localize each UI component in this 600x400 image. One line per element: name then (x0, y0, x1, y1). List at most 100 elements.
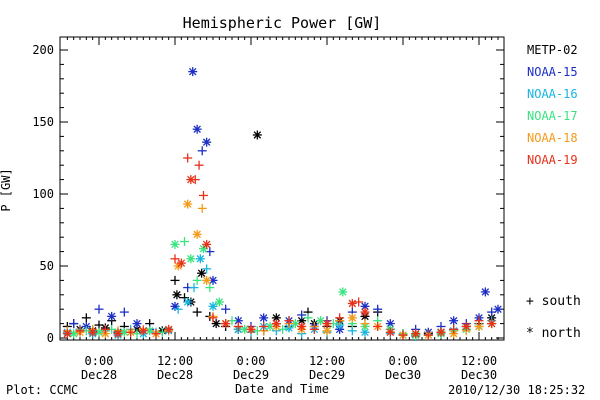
data-point-south (423, 330, 433, 340)
legend-entry: NOAA-19 (527, 153, 578, 167)
data-point-south (398, 330, 408, 340)
data-point-south (100, 324, 110, 334)
data-point-north (202, 275, 212, 285)
legend-entry: NOAA-16 (527, 87, 578, 101)
data-point-north (316, 316, 326, 326)
data-point-north (360, 307, 370, 317)
data-point-south (284, 316, 294, 326)
x-axis: 0:00Dec2812:00Dec280:00Dec2912:00Dec290:… (66, 37, 499, 382)
data-point-north (259, 313, 269, 323)
data-point-south (221, 304, 231, 314)
data-point-south (173, 304, 183, 314)
data-point-north (252, 130, 262, 140)
data-point-north (474, 321, 484, 331)
data-point-north (436, 327, 446, 337)
x-tick-label-time: 0:00 (85, 354, 114, 368)
data-point-south (303, 313, 313, 323)
chart-title: Hemispheric Power [GW] (183, 14, 382, 32)
data-point-north (214, 297, 224, 307)
data-point-south (119, 307, 129, 317)
data-point-north (411, 329, 421, 339)
x-tick-label-time: 12:00 (157, 354, 193, 368)
data-point-south (151, 329, 161, 339)
data-point-north (176, 258, 186, 268)
data-point-south (199, 190, 208, 200)
data-points (62, 67, 503, 342)
data-point-north (183, 199, 193, 209)
legend-entry: NOAA-17 (527, 109, 578, 123)
data-point-south (259, 321, 269, 331)
data-point-south (197, 203, 207, 213)
data-point-north (113, 329, 123, 339)
data-point-north (188, 67, 198, 77)
x-axis-label: Date and Time (235, 382, 329, 396)
data-point-north (202, 239, 212, 249)
data-point-south (170, 254, 180, 264)
data-point-south (360, 319, 370, 329)
data-point-south (189, 283, 199, 293)
data-point-south (309, 324, 319, 334)
data-point-north (119, 327, 129, 337)
data-point-south (354, 297, 364, 307)
data-point-south (81, 313, 91, 323)
data-point-south (192, 307, 202, 317)
data-point-north (385, 319, 395, 329)
y-axis-label: P [GW] (0, 168, 13, 211)
data-point-south (373, 304, 383, 314)
x-tick-label-time: 0:00 (389, 354, 418, 368)
x-tick-label-date: Dec28 (81, 368, 117, 382)
data-point-north (107, 311, 117, 321)
data-point-south (180, 237, 189, 247)
data-point-north (62, 329, 72, 339)
x-tick-label-time: 12:00 (309, 354, 345, 368)
data-point-north (449, 316, 459, 326)
data-point-north (164, 324, 174, 334)
x-tick-label-date: Dec28 (157, 368, 193, 382)
data-point-north (192, 229, 202, 239)
data-point-north (338, 287, 348, 297)
data-point-north (192, 124, 202, 134)
x-tick-label-date: Dec29 (233, 368, 269, 382)
legend: METP-02 NOAA-15 NOAA-16 NOAA-17 NOAA-18 NOAA-… (527, 43, 578, 167)
data-point-north (385, 327, 395, 337)
data-point-north (271, 319, 281, 329)
data-point-north (186, 254, 196, 264)
y-tick-label: 0 (47, 331, 54, 345)
marker-legend: + south * north (526, 294, 581, 341)
data-point-north (197, 268, 207, 278)
data-point-north (480, 287, 490, 297)
data-point-north (322, 326, 332, 336)
legend-entry: METP-02 (527, 43, 578, 57)
data-point-north (347, 298, 357, 308)
data-point-south (449, 324, 459, 334)
data-point-north (172, 290, 182, 300)
data-point-south (297, 310, 307, 320)
data-point-north (347, 313, 357, 323)
data-point-south (94, 304, 104, 314)
data-point-north (461, 321, 471, 331)
y-tick-label: 150 (32, 115, 54, 129)
x-tick-label-date: Dec29 (309, 368, 345, 382)
data-point-south (208, 313, 218, 323)
plot-timestamp: 2010/12/30 18:25:32 (448, 383, 586, 397)
data-point-north (183, 297, 193, 307)
data-point-south (194, 160, 204, 170)
plot-frame (59, 36, 505, 341)
y-tick-label: 50 (40, 259, 54, 273)
data-point-north (208, 301, 218, 311)
data-point-south (202, 264, 212, 274)
data-point-north (297, 321, 307, 331)
data-point-south (170, 275, 180, 285)
marker-legend-entry: * north (526, 326, 581, 341)
data-point-south (197, 146, 207, 156)
data-point-north (195, 254, 205, 264)
y-tick-label: 100 (32, 187, 54, 201)
y-tick-label: 200 (32, 43, 54, 57)
data-point-north (211, 319, 221, 329)
x-tick-label-date: Dec30 (461, 368, 497, 382)
data-point-north (170, 239, 180, 249)
data-point-south (335, 313, 345, 323)
data-point-north (487, 319, 497, 329)
data-point-south (373, 321, 383, 331)
